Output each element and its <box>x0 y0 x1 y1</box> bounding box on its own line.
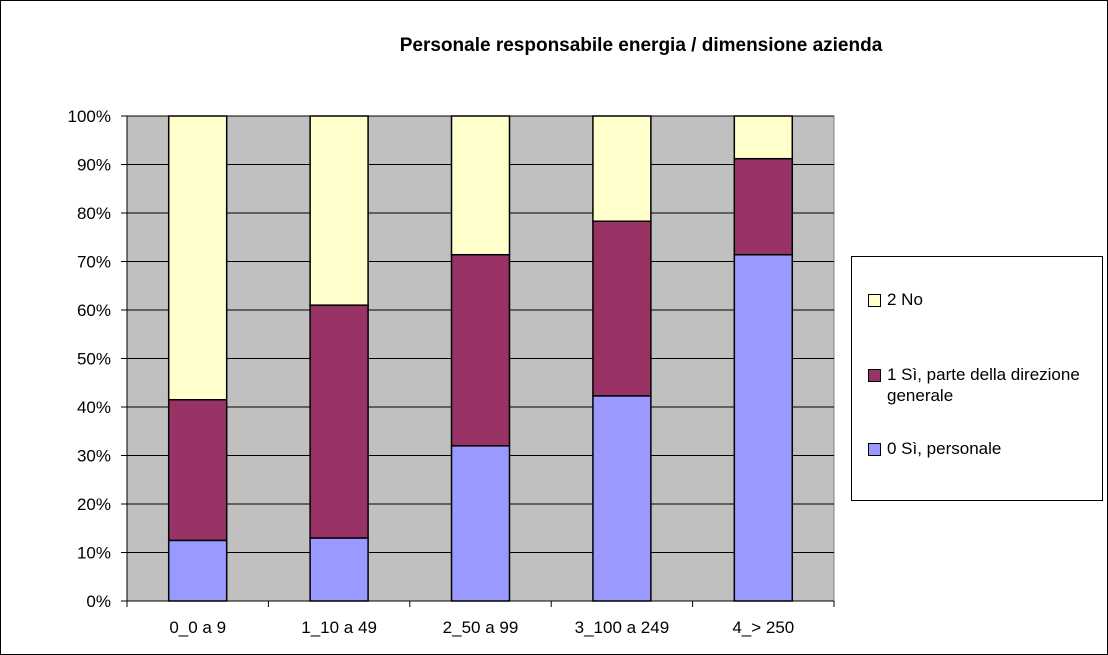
chart-title: Personale responsabile energia / dimensi… <box>399 35 883 56</box>
bar-segment <box>450 115 511 256</box>
y-tick-label: 40% <box>77 398 111 417</box>
x-tick-label: 4_> 250 <box>732 618 794 637</box>
y-tick-label: 20% <box>77 495 111 514</box>
x-tick-label: 0_0 a 9 <box>169 618 226 637</box>
legend-label-direzione: 1 Sì, parte della direzione generale <box>887 365 1080 405</box>
bar-segment <box>450 445 511 602</box>
y-tick-label: 90% <box>77 156 111 175</box>
bar-segment <box>309 115 369 306</box>
y-tick-label: 50% <box>77 350 111 369</box>
bar-segment <box>733 115 794 160</box>
y-tick-label: 100% <box>68 107 111 126</box>
legend-swatch-personale <box>868 443 881 456</box>
bar-segment <box>592 220 652 397</box>
legend-label-personale: 0 Sì, personale <box>887 439 1002 458</box>
bar-segment <box>167 398 228 542</box>
bar-segment <box>592 395 652 602</box>
legend-item-no: 2 No <box>868 289 1087 310</box>
legend-swatch-direzione <box>868 369 881 382</box>
legend-label-no: 2 No <box>887 290 923 309</box>
bar-segment <box>309 537 369 602</box>
legend-item-direzione: 1 Sì, parte della direzione generale <box>868 364 1087 406</box>
legend-item-personale: 0 Sì, personale <box>868 438 1087 459</box>
bar-segment <box>733 253 794 602</box>
axes: 0% 10% 20% 30% 40% 50% 60% 70% 80% 90% 100% 0_0 a 9… <box>68 107 835 637</box>
bar-segment <box>167 115 228 401</box>
y-tick-label: 60% <box>77 301 111 320</box>
bars <box>167 115 794 602</box>
y-tick-label: 80% <box>77 204 111 223</box>
y-tick-label: 0% <box>86 592 111 611</box>
bar-segment <box>450 253 511 447</box>
y-tick-label: 30% <box>77 447 111 466</box>
bar-segment <box>733 157 794 256</box>
x-tick-label: 2_50 a 99 <box>443 618 519 637</box>
x-tick-label: 3_100 a 249 <box>575 618 670 637</box>
legend: 2 No 1 Sì, parte della direzione general… <box>851 256 1103 501</box>
bar-segment <box>592 115 652 222</box>
bar-segment <box>167 539 228 602</box>
bar-segment <box>309 304 369 539</box>
y-tick-label: 10% <box>77 544 111 563</box>
legend-swatch-no <box>868 294 881 307</box>
y-tick-label: 70% <box>77 253 111 272</box>
x-tick-label: 1_10 a 49 <box>301 618 377 637</box>
